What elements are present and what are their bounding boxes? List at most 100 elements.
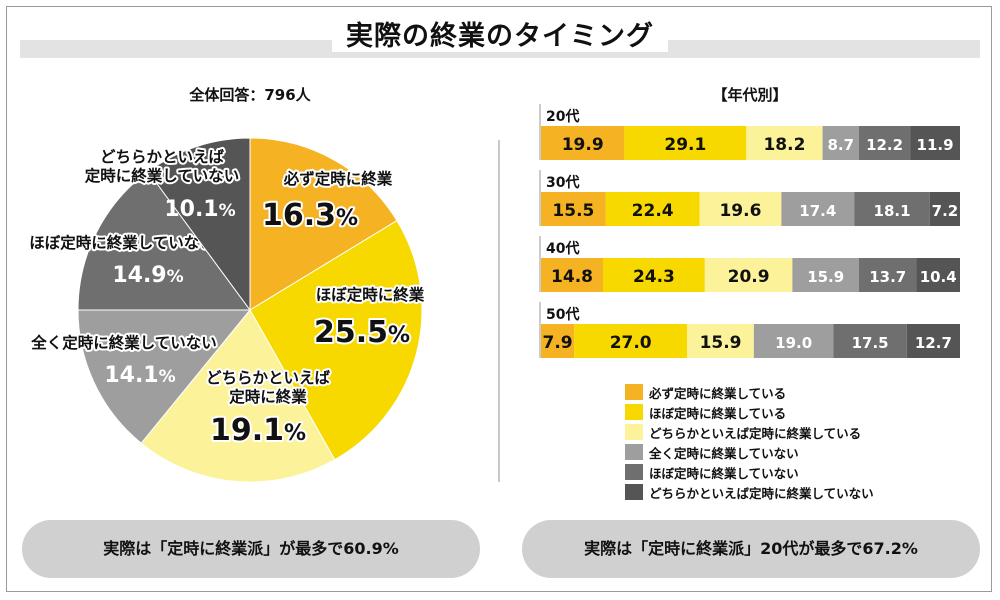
bar-segment — [603, 258, 705, 292]
legend-item: どちらかといえば定時に終業している — [625, 422, 874, 442]
bar-segment-label: 19.9 — [562, 135, 604, 155]
pie-slice-label: ほぼ定時に終業していない — [29, 233, 215, 252]
legend-label: ほぼ定時に終業している — [649, 405, 787, 421]
pie-slice — [249, 137, 398, 311]
section-divider — [498, 140, 500, 482]
pie-slice-value: 16.3% — [262, 198, 358, 233]
bar-segment-label: 18.2 — [763, 135, 805, 155]
pie-slice-value: 10.1% — [164, 197, 235, 222]
bar-segment — [910, 126, 960, 160]
bar-segment — [699, 192, 782, 226]
bar-segment — [541, 126, 625, 160]
pie-slice-value: 19.1% — [210, 413, 306, 448]
bar-segment-label: 15.9 — [807, 268, 844, 286]
chart-title-text: 実際の終業のタイミング — [332, 21, 668, 52]
bar-segment-label: 14.8 — [551, 267, 593, 287]
pie-slice — [77, 309, 252, 444]
pie-value-unit: % — [167, 267, 184, 287]
pie-slice-value: 14.9% — [112, 263, 183, 288]
bar-segment — [929, 192, 960, 226]
bar-category-label: 40代 — [546, 240, 579, 257]
bar-segment — [854, 192, 930, 226]
pie-slice-label: 定時に終業していない — [85, 166, 240, 185]
pie-slice-label: 全く定時に終業していない — [30, 333, 217, 352]
legend-label: 必ず定時に終業している — [649, 385, 787, 401]
pie-slice-label: どちらかといえば — [100, 148, 225, 166]
pie-value-unit: % — [336, 206, 358, 231]
bar-segment-label: 17.4 — [799, 202, 836, 220]
pie-slice-label: 必ず定時に終業 — [283, 169, 393, 188]
summary-pill-left: 実際は「定時に終業派」が最多で60.9% — [22, 520, 480, 578]
legend-label: ほぼ定時に終業していない — [649, 465, 799, 481]
bar-segment-label: 29.1 — [664, 135, 706, 155]
bar-segment — [541, 192, 606, 226]
bar-segment — [906, 324, 960, 358]
pie-value-number: 16.3 — [262, 198, 336, 233]
legend-item: ほぼ定時に終業していない — [625, 462, 874, 482]
summary-pill-right: 実際は「定時に終業派」20代が最多で67.2% — [522, 520, 980, 578]
pie-slice-label: 定時に終業 — [229, 387, 307, 406]
figure-frame — [6, 6, 992, 592]
bar-segment-label: 12.7 — [915, 334, 952, 352]
bar-segment — [859, 126, 911, 160]
legend-swatch — [625, 464, 643, 480]
bar-segment-label: 15.5 — [552, 201, 594, 221]
pie-slice — [249, 219, 423, 461]
bar-segment — [541, 258, 604, 292]
bar-segment-label: 24.3 — [633, 267, 675, 287]
legend-label: どちらかといえば定時に終業していない — [649, 485, 874, 501]
pie-value-unit: % — [219, 201, 236, 221]
chart-title: 実際の終業のタイミング — [0, 14, 1000, 53]
pie-value-unit: % — [388, 323, 410, 348]
bar-segment — [753, 324, 834, 358]
bar-segment — [822, 126, 860, 160]
bar-subtitle: 【年代別】 — [712, 86, 788, 104]
pie-slice-value: 25.5% — [314, 315, 410, 350]
bar-segment-label: 17.5 — [852, 334, 889, 352]
legend-swatch — [625, 404, 643, 420]
legend-swatch — [625, 384, 643, 400]
bar-segment — [541, 324, 575, 358]
legend-item: ほぼ定時に終業している — [625, 402, 874, 422]
bar-segment-label: 8.7 — [828, 136, 855, 154]
bar-segment — [574, 324, 688, 358]
pie-value-unit: % — [284, 421, 306, 446]
bar-segment — [792, 258, 860, 292]
bar-segment-label: 19.0 — [775, 334, 812, 352]
pie-value-number: 19.1 — [210, 413, 284, 448]
bar-segment — [859, 258, 917, 292]
legend: 必ず定時に終業している ほぼ定時に終業している どちらかといえば定時に終業している全… — [625, 382, 874, 502]
bar-segment — [605, 192, 700, 226]
legend-swatch — [625, 444, 643, 460]
bar-segment — [687, 324, 754, 358]
bar-segment-label: 11.9 — [917, 136, 954, 154]
pie-slice — [77, 170, 251, 311]
pie-value-number: 25.5 — [314, 315, 388, 350]
pie-value-number: 10.1 — [164, 197, 218, 222]
bar-segment-label: 7.9 — [542, 333, 572, 353]
legend-item: どちらかといえば定時に終業していない — [625, 482, 874, 502]
bar-segment-label: 15.9 — [700, 333, 742, 353]
pie-slice — [147, 137, 251, 312]
legend-label: 全く定時に終業していない — [649, 445, 799, 461]
pie-subtitle: 全体回答：796人 — [189, 86, 311, 104]
legend-swatch — [625, 424, 643, 440]
pie-slice-label: どちらかといえば — [206, 369, 331, 387]
bar-segment-label: 18.1 — [874, 202, 911, 220]
bar-segment-label: 27.0 — [610, 333, 652, 353]
bar-segment-label: 19.6 — [719, 201, 761, 221]
bar-segment — [746, 126, 823, 160]
pie-value-unit: % — [159, 367, 176, 387]
legend-swatch — [625, 484, 643, 500]
bar-segment-label: 7.2 — [932, 202, 959, 220]
bar-segment — [833, 324, 907, 358]
pie-slice — [140, 309, 336, 483]
pie-slice-value: 14.1% — [104, 363, 175, 388]
bar-segment — [916, 258, 960, 292]
bar-segment — [781, 192, 855, 226]
bar-segment-label: 13.7 — [869, 268, 906, 286]
legend-item: 必ず定時に終業している — [625, 382, 874, 402]
legend-item: 全く定時に終業していない — [625, 442, 874, 462]
bar-category-label: 20代 — [546, 108, 579, 125]
